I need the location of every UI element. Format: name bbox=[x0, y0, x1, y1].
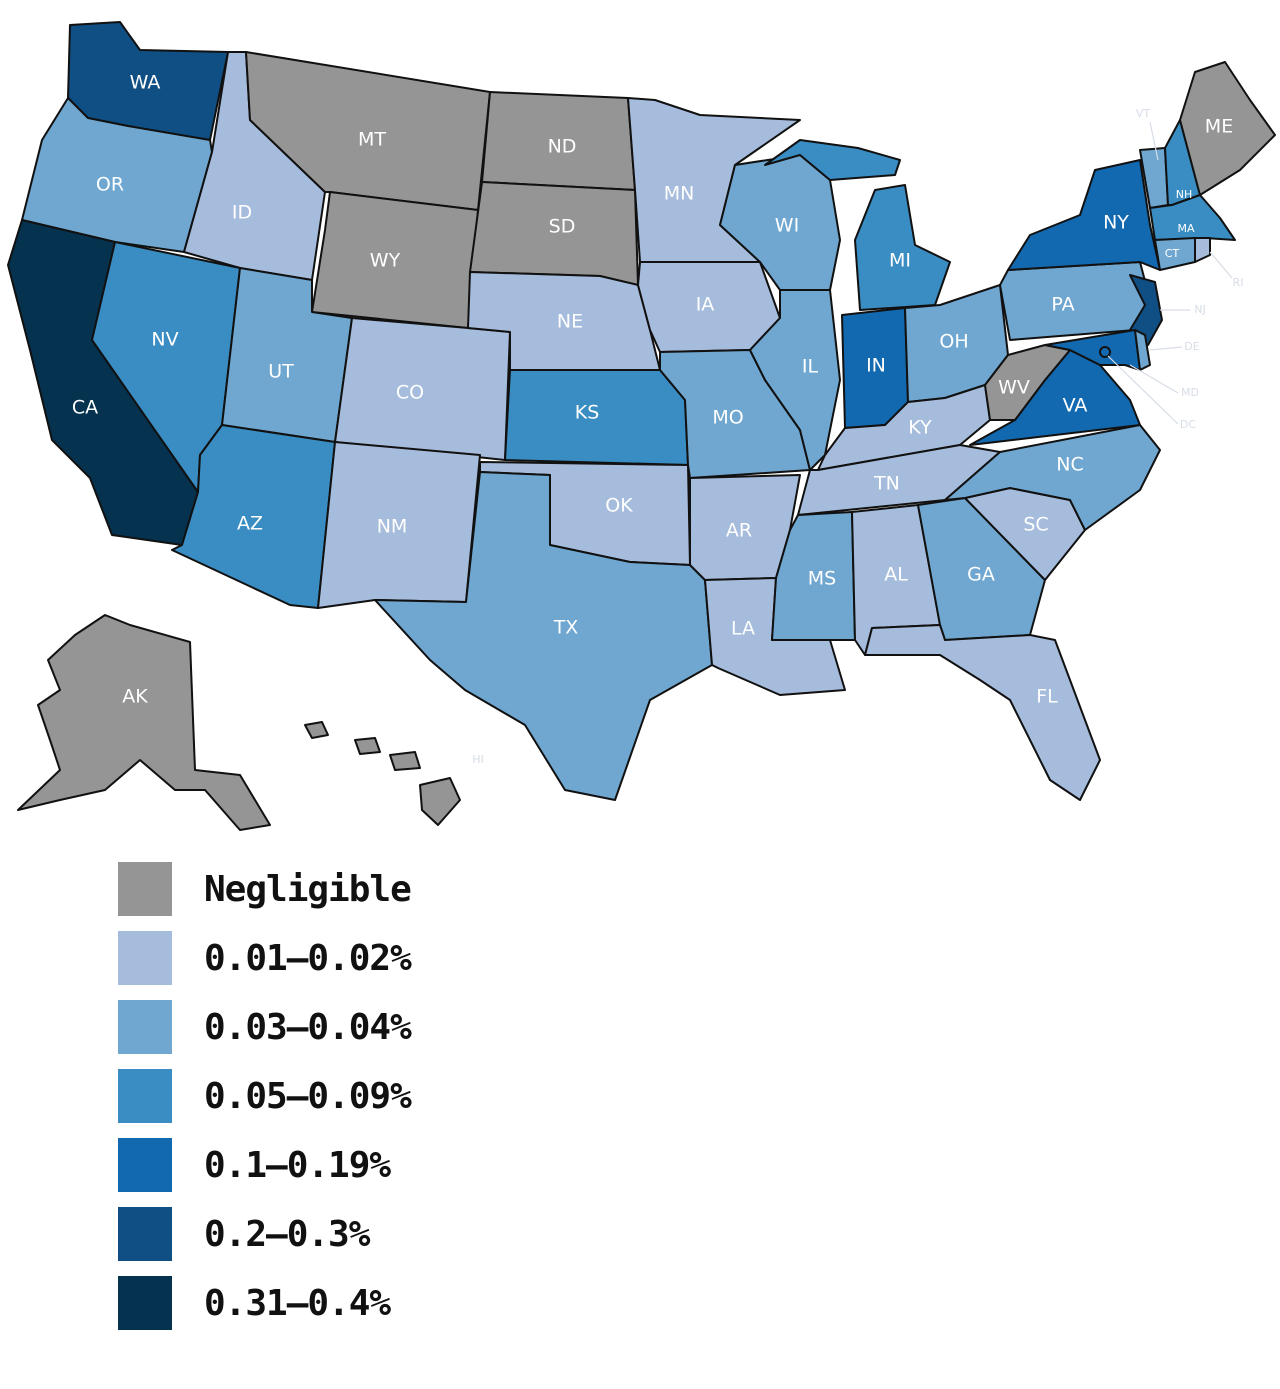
legend-label: 0.05–0.09% bbox=[204, 1075, 412, 1117]
state-MI-upper bbox=[764, 139, 901, 181]
label-WA: WA bbox=[130, 72, 161, 94]
state-CO bbox=[334, 317, 511, 461]
label-FL: FL bbox=[1036, 686, 1058, 708]
legend-swatch bbox=[118, 1069, 172, 1123]
state-ME bbox=[1179, 61, 1276, 196]
label-CT: CT bbox=[1165, 247, 1180, 260]
leader-VT bbox=[1149, 121, 1159, 161]
label-NC: NC bbox=[1056, 454, 1083, 476]
state-DE bbox=[1134, 329, 1151, 371]
label-WV: WV bbox=[998, 377, 1030, 399]
legend-swatch bbox=[118, 1000, 172, 1054]
state-IL bbox=[749, 289, 841, 471]
label-NV: NV bbox=[151, 329, 178, 351]
label-WY: WY bbox=[370, 250, 401, 272]
state-MI bbox=[854, 184, 951, 311]
label-UT: UT bbox=[268, 361, 294, 383]
label-NH: NH bbox=[1176, 188, 1193, 201]
label-SC: SC bbox=[1023, 514, 1048, 536]
legend-item: Negligible bbox=[118, 862, 412, 916]
leader-DC bbox=[1107, 355, 1179, 425]
label-OK: OK bbox=[605, 495, 633, 517]
label-MD: MD bbox=[1181, 386, 1199, 399]
legend-swatch bbox=[118, 1138, 172, 1192]
label-KS: KS bbox=[575, 402, 600, 424]
label-MT: MT bbox=[358, 129, 386, 151]
label-NM: NM bbox=[377, 516, 408, 538]
state-NC bbox=[944, 424, 1161, 531]
label-HI: HI bbox=[472, 753, 484, 766]
label-AZ: AZ bbox=[237, 513, 263, 535]
state-FL bbox=[864, 624, 1101, 801]
legend-item: 0.31–0.4% bbox=[118, 1276, 411, 1330]
label-IL: IL bbox=[802, 356, 819, 378]
label-RI: RI bbox=[1233, 276, 1244, 289]
label-OR: OR bbox=[96, 174, 124, 196]
state-DC bbox=[1099, 346, 1111, 358]
legend-swatch bbox=[118, 1276, 172, 1330]
state-NY bbox=[1007, 159, 1161, 271]
legend-label: 0.2–0.3% bbox=[204, 1213, 370, 1255]
us-choropleth-map: WA OR CA ID NV MT WY UT AZ CO NM ND SD N… bbox=[7, 21, 1276, 831]
legend-label: 0.01–0.02% bbox=[204, 937, 412, 979]
label-SD: SD bbox=[549, 216, 576, 238]
leader-DE bbox=[1149, 346, 1183, 351]
legend-swatch bbox=[118, 862, 172, 916]
label-PA: PA bbox=[1051, 294, 1074, 316]
label-ID: ID bbox=[232, 202, 252, 224]
legend-label: 0.03–0.04% bbox=[204, 1006, 412, 1048]
label-OH: OH bbox=[939, 331, 968, 353]
label-MI: MI bbox=[889, 250, 911, 272]
legend-swatch bbox=[118, 931, 172, 985]
label-ND: ND bbox=[548, 136, 577, 158]
label-IN: IN bbox=[866, 355, 886, 377]
leader-RI bbox=[1209, 251, 1233, 279]
legend-label: 0.1–0.19% bbox=[204, 1144, 391, 1186]
state-PA bbox=[999, 261, 1151, 341]
label-GA: GA bbox=[967, 564, 995, 586]
legend-item: 0.03–0.04% bbox=[118, 1000, 412, 1054]
state-TX bbox=[374, 471, 713, 801]
label-IA: IA bbox=[696, 294, 715, 316]
legend-item: 0.05–0.09% bbox=[118, 1069, 412, 1123]
state-AK bbox=[17, 614, 271, 831]
label-CA: CA bbox=[72, 397, 98, 419]
state-WV bbox=[984, 344, 1071, 421]
legend-label: Negligible bbox=[204, 868, 412, 910]
label-VA: VA bbox=[1063, 395, 1088, 417]
legend-item: 0.01–0.02% bbox=[118, 931, 412, 985]
label-VT: VT bbox=[1136, 107, 1151, 120]
label-NE: NE bbox=[557, 311, 583, 333]
label-MA: MA bbox=[1177, 222, 1194, 235]
label-AL: AL bbox=[884, 564, 908, 586]
label-NJ: NJ bbox=[1194, 303, 1205, 316]
legend: Negligible 0.01–0.02% 0.03–0.04% 0.05–0.… bbox=[118, 862, 412, 1345]
state-HI bbox=[304, 721, 461, 826]
label-CO: CO bbox=[396, 382, 424, 404]
label-MO: MO bbox=[712, 407, 743, 429]
label-ME: ME bbox=[1205, 116, 1233, 138]
label-DC: DC bbox=[1180, 418, 1196, 431]
label-TX: TX bbox=[553, 617, 579, 639]
label-TN: TN bbox=[873, 473, 900, 495]
label-KY: KY bbox=[908, 417, 932, 439]
label-AK: AK bbox=[122, 686, 148, 708]
label-WI: WI bbox=[775, 215, 799, 237]
label-LA: LA bbox=[731, 618, 755, 640]
label-MS: MS bbox=[808, 568, 836, 590]
leader-MD bbox=[1129, 364, 1179, 394]
label-DE: DE bbox=[1184, 340, 1199, 353]
state-NJ bbox=[1129, 274, 1163, 346]
state-RI bbox=[1194, 237, 1211, 263]
label-MN: MN bbox=[664, 183, 695, 205]
legend-item: 0.1–0.19% bbox=[118, 1138, 411, 1192]
legend-label: 0.31–0.4% bbox=[204, 1282, 391, 1324]
label-NY: NY bbox=[1103, 212, 1129, 234]
state-WY bbox=[311, 191, 479, 329]
legend-item: 0.2–0.3% bbox=[118, 1207, 411, 1261]
legend-swatch bbox=[118, 1207, 172, 1261]
label-AR: AR bbox=[726, 520, 752, 542]
